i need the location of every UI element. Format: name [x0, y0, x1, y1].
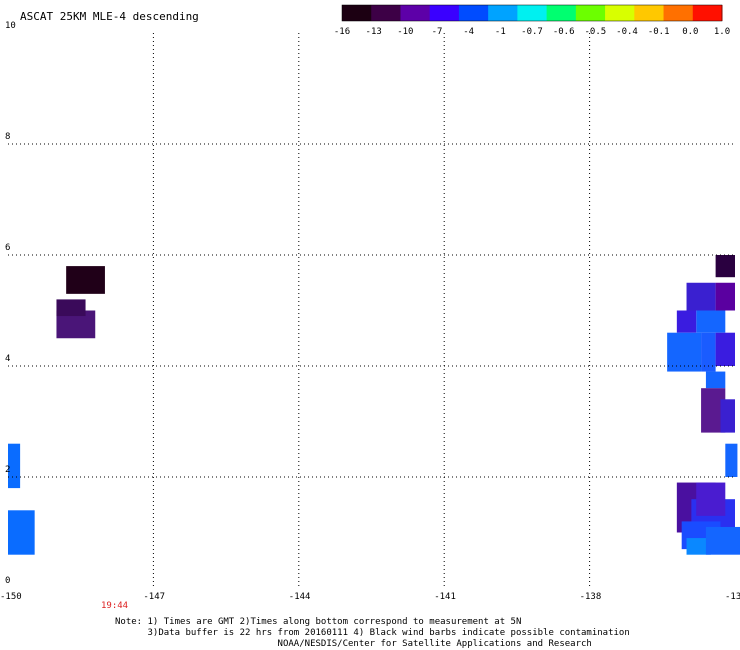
note-line-1: Note: 1) Times are GMT 2)Times along bot… [115, 617, 522, 627]
colorbar-tick-label: 1.0 [713, 27, 731, 37]
swath-cell [696, 482, 726, 516]
swath-cell [56, 299, 86, 317]
colorbar-tick-label: -16 [333, 27, 351, 37]
map-title: ASCAT 25KM MLE-4 descending [20, 10, 199, 23]
swath-cell [720, 399, 735, 433]
y-tick-label: 4 [5, 354, 11, 364]
colorbar-segment [429, 5, 460, 21]
y-tick-label: 2 [5, 465, 11, 475]
colorbar-tick-label: 0.0 [682, 27, 699, 37]
colorbar-frame [341, 4, 723, 22]
colorbar-tick-label: -13 [365, 27, 382, 37]
time-label: 19:44 [101, 601, 129, 611]
colorbar-tick-label: -0.7 [521, 27, 543, 37]
colorbar-segment [342, 5, 372, 21]
y-tick-label: 6 [5, 243, 11, 253]
y-tick-label: 10 [5, 21, 16, 31]
colorbar-segment [458, 5, 489, 21]
colorbar-tick-label: -0.6 [552, 27, 575, 37]
colorbar-segment [605, 5, 635, 21]
colorbar-segment [634, 5, 665, 21]
x-tick-label: -135 [725, 592, 740, 602]
swath-cell [8, 510, 35, 555]
x-tick-label: -150 [0, 592, 22, 602]
colorbar-segment [400, 5, 431, 21]
swath-cell [701, 332, 716, 372]
swath-cell [8, 443, 21, 489]
swath-cell [686, 282, 716, 311]
colorbar-tick-label: -7 [431, 27, 443, 37]
colorbar-segment [488, 5, 518, 21]
colorbar-tick-label: -0.4 [616, 27, 638, 37]
swath-cell [725, 443, 738, 477]
swath-cell [715, 282, 735, 311]
swath-cell [667, 332, 702, 372]
note-line-3: NOAA/NESDIS/Center for Satellite Applica… [115, 639, 592, 649]
notes-block: Note: 1) Times are GMT 2)Times along bot… [115, 617, 630, 650]
colorbar-segment [517, 5, 548, 21]
colorbar-segment [371, 5, 401, 21]
swath-cell [676, 310, 697, 333]
y-tick-label: 8 [5, 132, 11, 142]
swath-cell [705, 371, 726, 389]
swath-cell [66, 266, 105, 294]
swath-cell [705, 526, 740, 555]
colorbar-segment [575, 5, 606, 21]
swath-cell [715, 332, 735, 366]
note-line-2: 3)Data buffer is 22 hrs from 20160111 4)… [115, 628, 630, 638]
colorbar-segment [692, 5, 723, 21]
colorbar-tick-label: -4 [463, 27, 475, 37]
x-tick-label: -144 [288, 592, 311, 602]
colorbar-tick-label: -0.1 [647, 27, 670, 37]
swath-cell [696, 310, 726, 333]
colorbar-tick-label: -10 [397, 27, 414, 37]
swath-cell [715, 255, 735, 278]
y-tick-label: 0 [5, 576, 11, 586]
x-tick-label: -138 [579, 592, 602, 602]
x-tick-label: -147 [143, 592, 166, 602]
colorbar-tick-label: -0.5 [584, 27, 607, 37]
colorbar-tick-label: -1 [494, 27, 506, 37]
x-tick-label: -141 [434, 592, 456, 602]
colorbar-segment [546, 5, 577, 21]
swath-cell [686, 538, 711, 555]
colorbar-segment [663, 5, 694, 21]
